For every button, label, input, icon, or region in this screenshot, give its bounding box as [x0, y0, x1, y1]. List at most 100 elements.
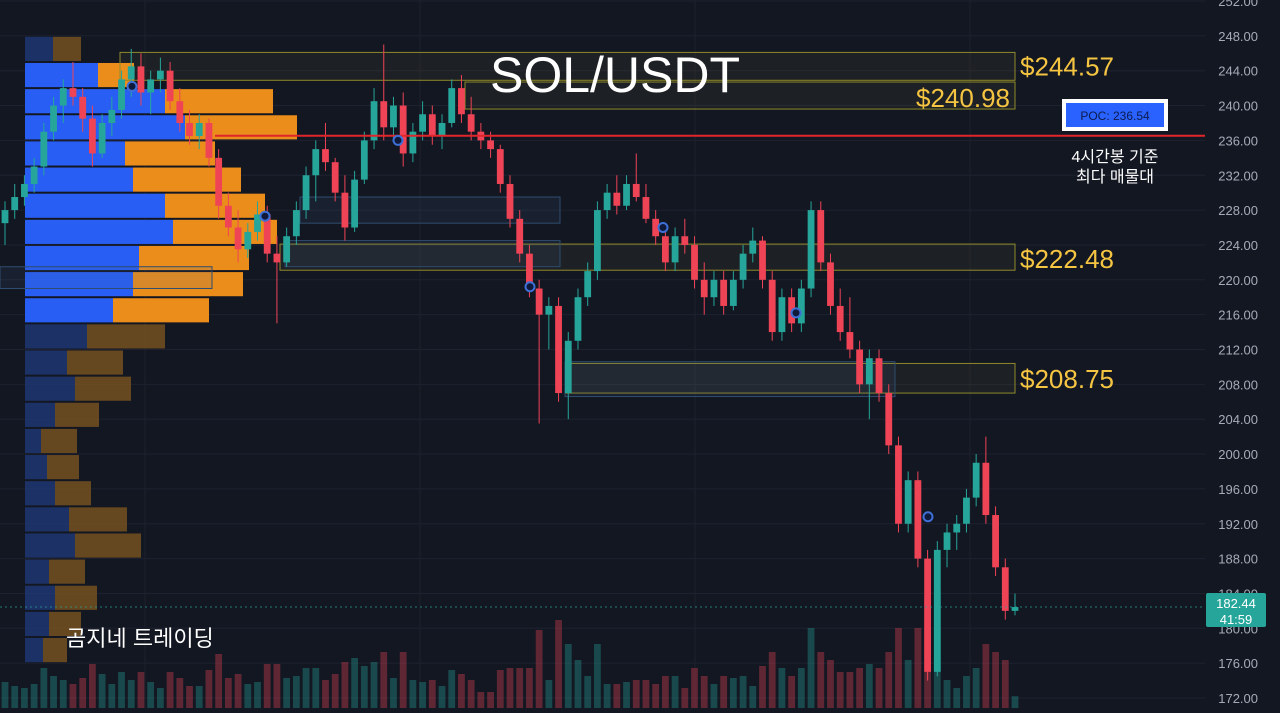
volume-bar: [681, 688, 689, 708]
volume-bar: [700, 676, 708, 708]
candle-body: [11, 197, 19, 211]
volume-bar: [487, 692, 494, 708]
candle-body: [215, 157, 223, 206]
candle: [564, 332, 572, 420]
signal-marker: [126, 80, 138, 92]
volume-bar: [720, 676, 728, 708]
volume-bar: [438, 686, 446, 708]
y-tick-label: 176.00: [1218, 656, 1258, 671]
candle-body: [963, 497, 970, 524]
candle-body: [720, 279, 728, 306]
volume-bar: [671, 676, 679, 708]
volume-bar: [1011, 696, 1019, 708]
volume-bar: [419, 682, 426, 708]
volume-bar: [992, 652, 999, 708]
candle-body: [419, 114, 426, 132]
candle-body: [390, 105, 397, 128]
profile-bar-up: [25, 611, 49, 637]
candle-body: [865, 358, 873, 385]
profile-bar-down: [47, 455, 79, 480]
candle-body: [467, 114, 475, 132]
candle-body: [691, 244, 698, 280]
candle: [584, 262, 592, 306]
volume-bar: [360, 666, 368, 708]
signal-marker: [392, 134, 404, 146]
candle-body: [574, 297, 582, 341]
candle: [555, 297, 562, 402]
poc-label-box: [1066, 103, 1164, 127]
y-tick-label: 228.00: [1218, 203, 1258, 218]
candle: [186, 109, 193, 145]
candle-body: [428, 114, 436, 137]
candle: [322, 122, 329, 171]
candle: [914, 471, 922, 568]
volume-bar: [836, 672, 844, 708]
candle: [953, 515, 961, 550]
candle-body: [234, 227, 242, 250]
volume-bar: [535, 630, 543, 708]
candle-body: [797, 288, 805, 324]
candle-body: [661, 236, 669, 263]
profile-bar-down: [75, 376, 131, 401]
candle-body: [681, 236, 689, 245]
candle-body: [846, 332, 854, 350]
candle: [720, 271, 728, 315]
candle-body: [603, 192, 611, 211]
candle-body: [380, 101, 388, 128]
current-price-value: 182.44: [1216, 596, 1256, 611]
y-tick-label: 236.00: [1218, 133, 1258, 148]
y-tick-label: 244.00: [1218, 64, 1258, 79]
volume-bar: [555, 620, 562, 708]
volume-bar: [1, 682, 9, 708]
candle: [380, 44, 388, 141]
candle-body: [496, 149, 504, 184]
volume-bar: [496, 670, 504, 708]
candle-body: [98, 122, 106, 154]
candle: [807, 201, 815, 298]
candle-body: [40, 131, 48, 167]
level-label: $244.57: [1020, 52, 1114, 82]
candle-body: [205, 122, 213, 158]
profile-bar-up: [25, 62, 98, 88]
candle: [846, 297, 854, 359]
candle-body: [224, 205, 232, 228]
volume-bar: [341, 662, 349, 708]
volume-bar: [176, 678, 184, 708]
profile-bar-down: [87, 324, 165, 349]
volume-bar: [953, 688, 961, 708]
profile-bar-up: [25, 428, 41, 454]
poc-note-line-1: 4시간봉 기준: [1072, 148, 1159, 166]
candle-body: [904, 480, 912, 524]
candle-body: [458, 88, 465, 115]
y-tick-label: 220.00: [1218, 273, 1258, 288]
volume-bar: [943, 680, 951, 708]
candle: [700, 262, 708, 315]
candle-body: [671, 236, 679, 263]
volume-bar: [195, 686, 203, 708]
volume-bar: [351, 658, 359, 708]
volume-bar: [380, 652, 388, 708]
candle: [419, 101, 426, 141]
candle-body: [933, 549, 941, 672]
volume-bar: [846, 672, 854, 708]
candle-body: [856, 349, 864, 385]
candle: [448, 79, 456, 128]
candle: [89, 105, 96, 167]
volume-bar: [739, 676, 747, 708]
candle-body: [895, 445, 902, 524]
candle: [817, 201, 825, 272]
candle: [516, 210, 524, 263]
candle: [224, 192, 232, 237]
candle: [729, 271, 737, 311]
candle-body: [972, 462, 980, 498]
volume-bar: [613, 684, 621, 708]
volume-bar: [652, 684, 660, 708]
signal-marker: [524, 281, 536, 293]
candle-body: [778, 297, 786, 333]
volume-bar: [594, 644, 601, 708]
volume-bar: [205, 670, 213, 708]
candle-body: [370, 101, 378, 141]
candle-body: [341, 192, 349, 228]
